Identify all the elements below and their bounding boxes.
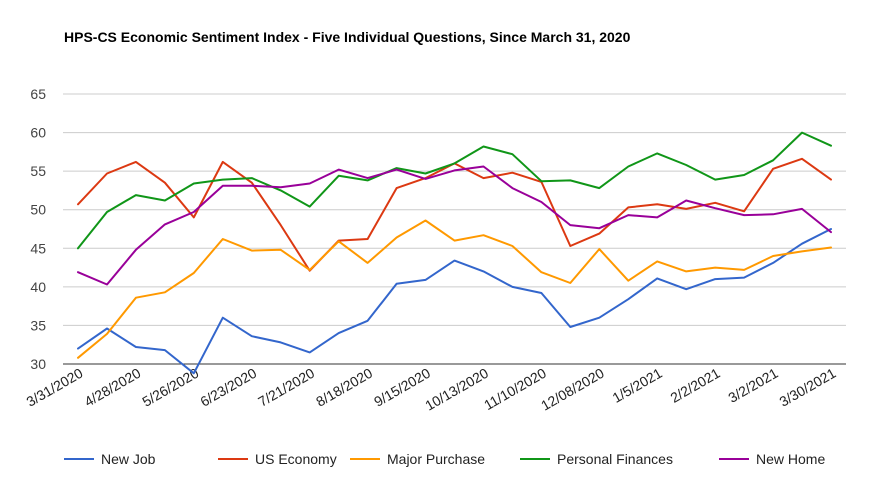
y-tick-label: 55 bbox=[30, 163, 46, 179]
y-tick-label: 45 bbox=[30, 240, 46, 256]
y-tick-label: 35 bbox=[30, 317, 46, 333]
chart-title: HPS-CS Economic Sentiment Index - Five I… bbox=[64, 29, 631, 45]
y-tick-label: 65 bbox=[30, 86, 46, 102]
y-tick-label: 30 bbox=[30, 356, 46, 372]
legend-item-new-home: New Home bbox=[719, 451, 825, 467]
legend-label: Major Purchase bbox=[387, 451, 485, 467]
y-tick-label: 60 bbox=[30, 125, 46, 141]
y-tick-labels: 30 35 40 45 50 55 60 65 bbox=[30, 86, 46, 372]
legend-label: US Economy bbox=[255, 451, 337, 467]
legend-label: Personal Finances bbox=[557, 451, 673, 467]
series-line-personal-finances bbox=[77, 131, 832, 250]
legend-label: New Job bbox=[101, 451, 156, 467]
x-tick-label: 1/5/2021 bbox=[610, 365, 665, 406]
y-tick-label: 50 bbox=[30, 202, 46, 218]
legend-label: New Home bbox=[756, 451, 825, 467]
x-tick-label: 2/2/2021 bbox=[667, 365, 722, 406]
legend-item-personal-finances: Personal Finances bbox=[520, 451, 673, 467]
series-line-major-purchase bbox=[77, 219, 832, 359]
x-tick-label: 11/10/2020 bbox=[481, 365, 549, 413]
gridlines bbox=[63, 93, 846, 365]
series-line-us-economy bbox=[77, 157, 832, 272]
x-tick-label: 4/28/2020 bbox=[81, 365, 143, 410]
x-tick-label: 10/13/2020 bbox=[422, 365, 491, 414]
x-tick-label: 3/2/2021 bbox=[725, 365, 780, 406]
legend-item-us-economy: US Economy bbox=[218, 451, 337, 467]
x-tick-label: 7/21/2020 bbox=[255, 365, 317, 410]
x-tick-labels: 3/31/20204/28/20205/26/20206/23/20207/21… bbox=[24, 365, 839, 414]
legend-item-new-job: New Job bbox=[64, 451, 156, 467]
series-line-new-home bbox=[77, 165, 832, 286]
series-lines bbox=[77, 131, 832, 375]
legend-item-major-purchase: Major Purchase bbox=[350, 451, 485, 467]
x-tick-label: 8/18/2020 bbox=[313, 365, 375, 410]
legend: New Job US Economy Major Purchase Personal … bbox=[64, 451, 825, 467]
y-tick-label: 40 bbox=[30, 279, 46, 295]
x-tick-label: 12/08/2020 bbox=[538, 365, 607, 414]
series-line-new-job bbox=[77, 228, 832, 375]
x-tick-label: 3/30/2021 bbox=[777, 365, 839, 410]
x-tick-label: 6/23/2020 bbox=[197, 365, 259, 410]
